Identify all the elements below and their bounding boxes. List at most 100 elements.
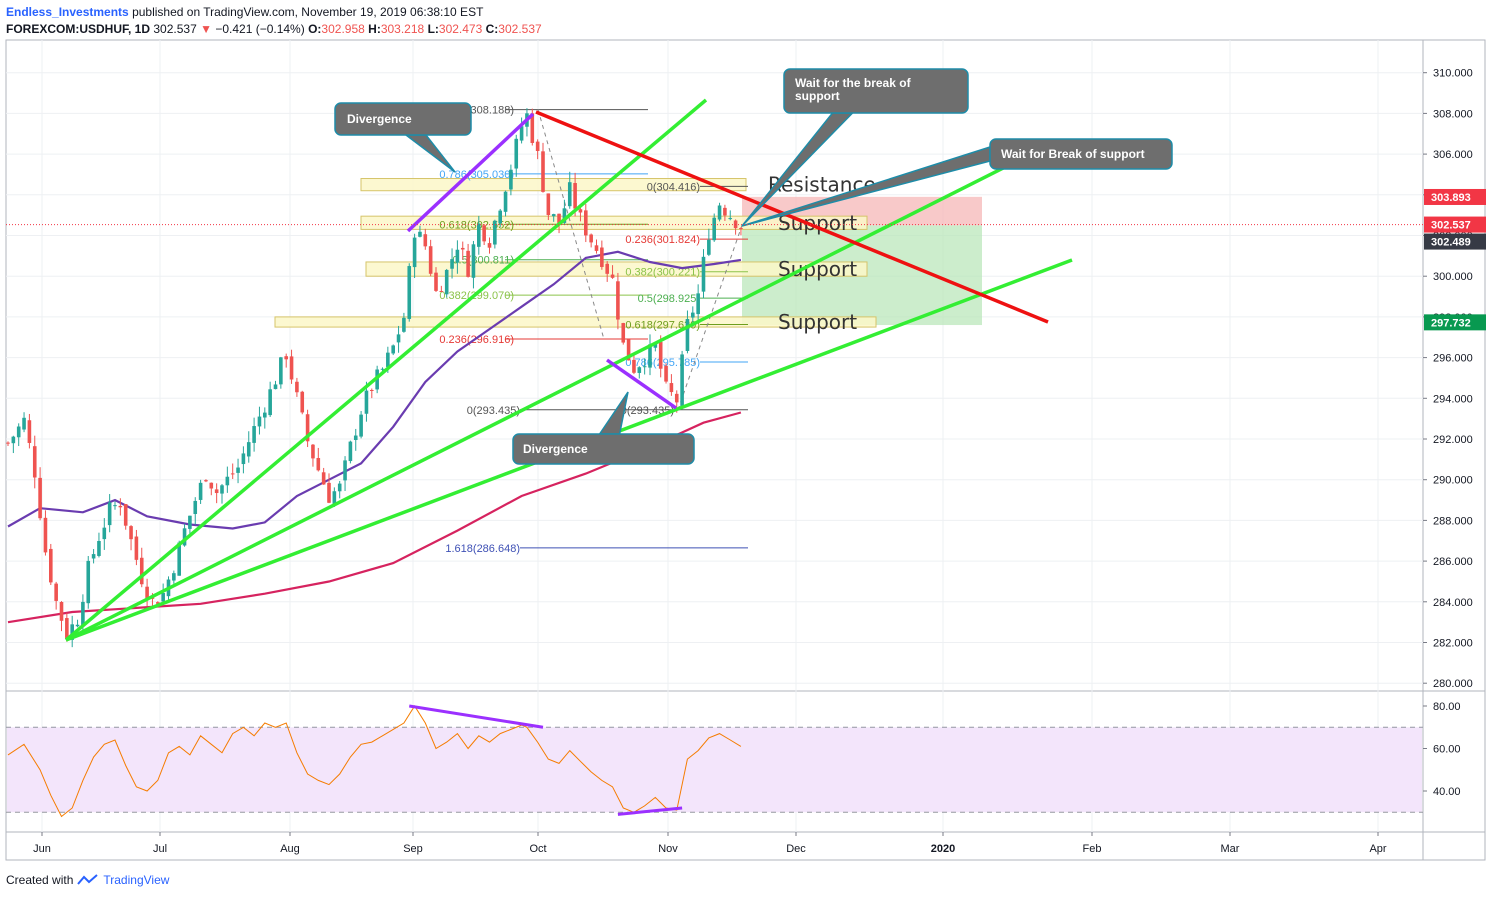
candle-body[interactable] (477, 223, 481, 247)
candle-body[interactable] (311, 444, 315, 459)
candle-body[interactable] (193, 500, 198, 515)
candle-body[interactable] (332, 491, 337, 505)
candle-body[interactable] (6, 442, 10, 444)
candle-body[interactable] (605, 263, 609, 274)
candle-body[interactable] (418, 231, 422, 237)
candle-body[interactable] (460, 247, 465, 250)
candle-body[interactable] (658, 341, 663, 369)
candle-body[interactable] (263, 412, 267, 418)
candle-body[interactable] (139, 557, 144, 585)
candle-body[interactable] (327, 482, 331, 503)
candle-body[interactable] (161, 592, 165, 602)
candle-body[interactable] (466, 250, 470, 277)
candle-body[interactable] (65, 618, 69, 640)
candle-body[interactable] (621, 323, 626, 343)
candle-body[interactable] (123, 504, 128, 526)
candle-body[interactable] (59, 602, 64, 621)
candle-body[interactable] (198, 482, 203, 500)
candle-body[interactable] (680, 354, 684, 406)
candle-body[interactable] (230, 473, 235, 475)
candle-body[interactable] (610, 274, 615, 278)
candle-body[interactable] (107, 502, 112, 526)
candle-body[interactable] (546, 193, 551, 215)
candle-body[interactable] (305, 414, 310, 442)
candle-body[interactable] (134, 536, 139, 560)
candle-body[interactable] (632, 359, 636, 373)
candle-body[interactable] (172, 573, 176, 581)
candle-body[interactable] (626, 339, 631, 361)
candle-body[interactable] (343, 460, 347, 481)
candle-body[interactable] (337, 483, 342, 492)
candle-body[interactable] (391, 345, 395, 354)
candle-body[interactable] (434, 272, 438, 291)
candle-body[interactable] (370, 389, 374, 391)
candle-body[interactable] (428, 246, 433, 274)
candle-body[interactable] (284, 356, 288, 360)
candle-body[interactable] (268, 389, 272, 416)
callouts[interactable]: Divergence Divergence Wait for the break o… (334, 68, 1173, 465)
candle-body[interactable] (177, 542, 181, 576)
candle-body[interactable] (669, 383, 674, 393)
candle-body[interactable] (707, 239, 711, 255)
candle-body[interactable] (691, 312, 695, 318)
candle-body[interactable] (685, 319, 690, 351)
candle-body[interactable] (81, 601, 85, 626)
candle-body[interactable] (220, 485, 224, 494)
candle-body[interactable] (600, 247, 604, 267)
candle-body[interactable] (717, 205, 722, 220)
author-link[interactable]: Endless_Investments (6, 5, 129, 19)
candle-body[interactable] (54, 583, 58, 601)
candle-body[interactable] (113, 505, 117, 507)
rsi-line[interactable] (7, 705, 742, 818)
callout-box[interactable] (989, 138, 1173, 170)
candle-body[interactable] (348, 441, 353, 462)
candle-body[interactable] (471, 244, 476, 278)
candle-body[interactable] (594, 245, 599, 251)
candle-body[interactable] (188, 515, 192, 529)
candle-body[interactable] (530, 113, 535, 143)
candle-body[interactable] (589, 234, 593, 243)
candle-body[interactable] (27, 420, 32, 443)
candle-body[interactable] (493, 220, 497, 245)
price-tag[interactable] (1424, 233, 1486, 250)
candle-body[interactable] (567, 182, 572, 207)
candle-body[interactable] (551, 214, 556, 217)
candle-body[interactable] (557, 213, 561, 225)
moving-average-line[interactable] (7, 250, 742, 530)
callout-box[interactable] (334, 102, 472, 136)
candle-body[interactable] (396, 334, 401, 343)
candle-body[interactable] (723, 207, 727, 216)
candle-body[interactable] (364, 390, 369, 414)
candle-body[interactable] (642, 366, 647, 368)
candle-body[interactable] (578, 209, 583, 213)
callout-box[interactable] (783, 68, 969, 114)
zone-box[interactable] (360, 178, 747, 192)
candle-body[interactable] (118, 505, 123, 508)
candle-body[interactable] (450, 259, 454, 269)
candle-body[interactable] (487, 243, 492, 248)
candle-body[interactable] (696, 293, 700, 315)
price-tag[interactable] (1424, 216, 1486, 233)
candle-body[interactable] (16, 426, 21, 438)
candle-body[interactable] (236, 467, 240, 473)
candle-body[interactable] (423, 234, 428, 247)
candle-body[interactable] (519, 126, 524, 141)
candle-body[interactable] (129, 526, 133, 540)
candle-body[interactable] (535, 141, 540, 152)
candle-body[interactable] (145, 586, 149, 599)
candle-body[interactable] (300, 391, 305, 413)
price-divergence-upper[interactable] (406, 112, 535, 233)
trendlines[interactable] (64, 98, 1073, 642)
candle-body[interactable] (279, 357, 283, 385)
candle-body[interactable] (739, 228, 743, 230)
candle-body[interactable] (386, 352, 390, 368)
candle-body[interactable] (209, 482, 214, 489)
tradingview-brand[interactable]: TradingView (103, 873, 170, 887)
candle-body[interactable] (616, 281, 620, 320)
candle-body[interactable] (444, 269, 449, 295)
candle-body[interactable] (70, 624, 74, 640)
candle-body[interactable] (241, 453, 246, 465)
candle-body[interactable] (509, 169, 513, 190)
trend-line[interactable] (535, 110, 1049, 324)
rsi-pane[interactable]: 40.00 60.00 80.00 (6, 701, 1461, 818)
